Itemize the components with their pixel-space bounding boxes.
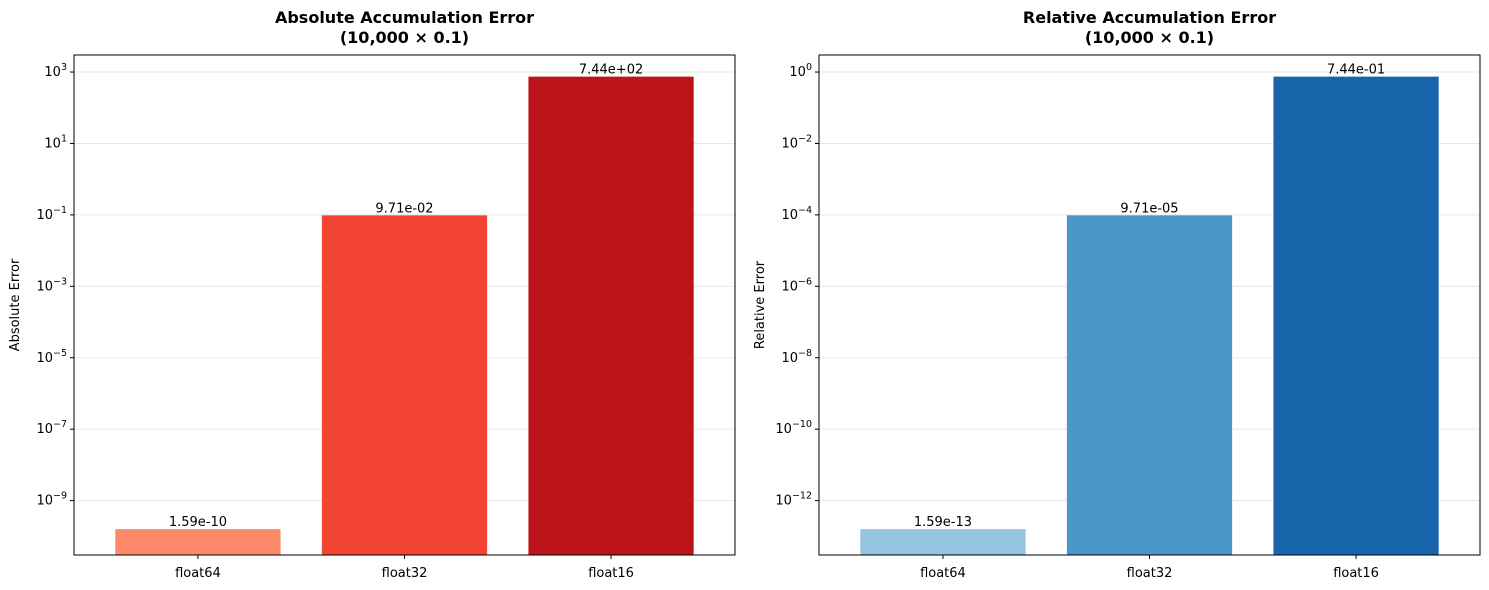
y-tick-label: 10−1 [36, 205, 67, 223]
chart-panel-2: 10−12 10−10 10−8 10−6 10−4 10−2 100 1.59e-13 flo… [753, 8, 1481, 581]
y-tick-label: 10−6 [781, 276, 812, 294]
bar-float64 [115, 529, 281, 555]
y-tick-label: 10−12 [775, 491, 812, 509]
x-tick-label-float64: float64 [175, 566, 221, 581]
y-tick-label: 10−2 [781, 133, 812, 151]
y-tick-label: 10−5 [36, 348, 67, 366]
bar-float16 [528, 76, 694, 556]
y-tick-label: 10−7 [36, 419, 67, 437]
y-tick-label: 10−9 [36, 491, 67, 509]
y-tick-label: 10−3 [36, 276, 67, 294]
y-axis-label: Absolute Error [8, 258, 23, 351]
plot-frame [73, 54, 736, 556]
bar-float16 [1273, 76, 1439, 556]
plot-frame [818, 54, 1481, 556]
chart-title-line-1: Absolute Accumulation Error [275, 8, 534, 27]
bar-float32 [321, 215, 488, 555]
data-label-float64: 1.59e-13 [914, 515, 972, 530]
chart-title-line-1: Relative Accumulation Error [1023, 8, 1276, 27]
data-label-float16: 7.44e+02 [579, 63, 643, 78]
x-tick-label-float64: float64 [920, 566, 966, 581]
bar-float32 [1066, 215, 1233, 555]
y-tick-label: 10−8 [781, 348, 812, 366]
y-axis-label: Relative Error [753, 260, 768, 349]
data-label-float32: 9.71e-02 [375, 201, 433, 216]
data-label-float16: 7.44e-01 [1327, 63, 1385, 78]
x-tick-label-float16: float16 [1333, 566, 1379, 581]
y-tick-label: 100 [789, 62, 812, 80]
y-tick-label: 10−4 [781, 205, 812, 223]
y-tick-label: 101 [44, 133, 67, 151]
chart-title-line-2: (10,000 × 0.1) [340, 28, 469, 47]
data-label-float32: 9.71e-05 [1120, 201, 1178, 216]
x-tick-label-float32: float32 [1127, 566, 1173, 581]
data-label-float64: 1.59e-10 [169, 515, 227, 530]
chart-title-line-2: (10,000 × 0.1) [1085, 28, 1214, 47]
x-tick-label-float32: float32 [382, 566, 428, 581]
y-tick-label: 10−10 [775, 419, 812, 437]
bar-float64 [860, 529, 1026, 555]
chart-panel-1: 10−9 10−7 10−5 10−3 10−1 101 103 1.59e-10 float6… [8, 8, 736, 581]
y-tick-label: 103 [44, 62, 67, 80]
x-tick-label-float16: float16 [588, 566, 634, 581]
